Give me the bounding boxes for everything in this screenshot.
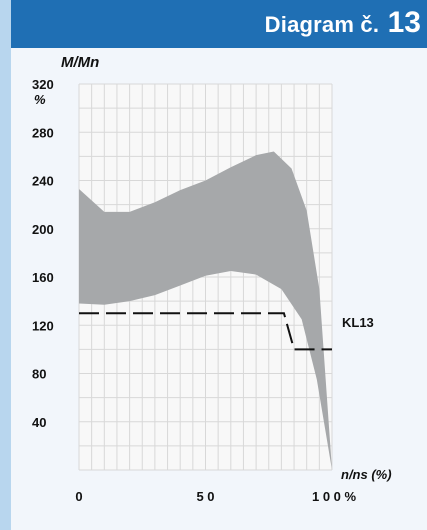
x-tick-label: 5 0: [196, 489, 214, 504]
y-tick-label: 320: [32, 77, 54, 92]
y-tick-label: 200: [32, 222, 54, 237]
y-tick-label: 80: [32, 367, 46, 382]
y-tick-label: 120: [32, 318, 54, 333]
kl13-series-line: [79, 312, 332, 351]
y-tick-label: 280: [32, 125, 54, 140]
y-axis-ticks: 320 280 240 200 160 120 80 40: [32, 77, 54, 430]
left-side-band: [0, 0, 11, 530]
diagram-title: Diagram č. 13: [265, 8, 421, 38]
header-bar: Diagram č. 13: [11, 0, 427, 48]
x-axis-title: n/ns (%): [341, 467, 392, 482]
y-tick-label: 160: [32, 270, 54, 285]
torque-range-band: [79, 151, 332, 471]
series-label-kl13: KL13: [342, 315, 374, 330]
x-axis-ticks: 0 5 0 1 0 0 %: [75, 489, 356, 504]
y-tick-label: 40: [32, 415, 46, 430]
y-axis-title: M/Mn: [61, 54, 99, 71]
diagram-title-number: 13: [387, 6, 421, 39]
plot-layer: [78, 83, 333, 471]
y-axis-unit: %: [34, 92, 46, 107]
x-tick-label: 0: [75, 489, 82, 504]
x-tick-label: 1 0 0 %: [312, 489, 357, 504]
diagram-title-prefix: Diagram č.: [264, 12, 380, 37]
y-tick-label: 240: [32, 174, 54, 189]
